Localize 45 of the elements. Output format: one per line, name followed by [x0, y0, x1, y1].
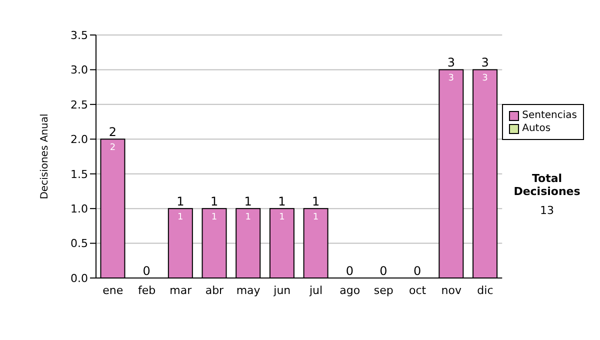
x-tick-label: ene: [102, 284, 124, 297]
legend-label: Autos: [522, 122, 551, 135]
total-label: 1: [176, 194, 184, 209]
total-label: 0: [142, 264, 150, 278]
y-tick-label: 2.0: [70, 133, 88, 146]
data-label: 1: [279, 212, 285, 223]
y-axis-title: Decisiones Anual: [40, 114, 51, 200]
total-label: 1: [278, 194, 286, 209]
total-label: 1: [244, 194, 252, 209]
total-label: 1: [312, 194, 320, 209]
text: Total Decisiones: [512, 172, 582, 198]
total-label: 3: [447, 56, 455, 70]
data-label: 1: [211, 212, 218, 223]
y-tick-label: 0.5: [70, 237, 88, 250]
data-label: 1: [245, 212, 251, 223]
x-tick-label: mar: [170, 284, 192, 297]
data-label: 1: [178, 212, 184, 223]
data-label: 2: [110, 143, 116, 154]
x-tick-label: nov: [441, 284, 462, 297]
y-tick-label: 0.0: [70, 272, 88, 285]
total-label: 1: [210, 194, 218, 209]
y-tick-label: 1.0: [70, 202, 88, 216]
total-label: 0: [346, 264, 354, 278]
x-tick-label: feb: [138, 284, 156, 297]
x-tick-label: sep: [374, 284, 394, 297]
y-tick-label: 3.5: [70, 28, 88, 42]
data-label: 3: [482, 74, 488, 84]
x-tick-label: jun: [272, 284, 291, 297]
data-label: 3: [448, 74, 454, 84]
x-tick-label: ago: [340, 284, 360, 297]
total-label: 2: [108, 125, 117, 140]
total-label: 0: [380, 264, 388, 278]
y-tick-label: 1.5: [70, 168, 88, 181]
x-tick-label: may: [236, 284, 261, 297]
y-tick-label: 3.0: [70, 64, 88, 77]
y-tick-label: 2.5: [70, 98, 88, 112]
text: 13: [539, 204, 555, 217]
legend-label: Sentencias: [522, 109, 577, 122]
x-tick-label: dic: [477, 284, 494, 297]
x-tick-label: oct: [408, 284, 427, 297]
total-label: 0: [414, 264, 422, 278]
total-label: 3: [481, 56, 489, 70]
x-tick-label: abr: [205, 284, 224, 297]
data-label: 1: [312, 212, 319, 223]
x-tick-label: jul: [308, 284, 323, 297]
